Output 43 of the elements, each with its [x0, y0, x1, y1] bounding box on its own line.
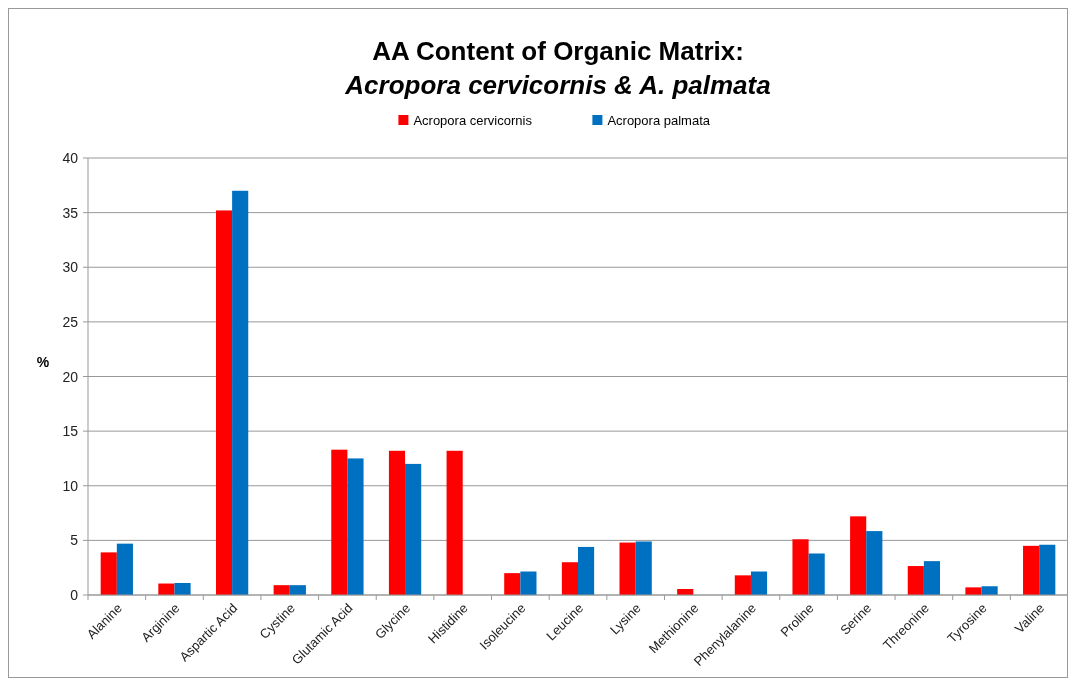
- bar: [331, 449, 348, 595]
- bar: [446, 450, 463, 595]
- bar: [792, 539, 809, 595]
- bar: [635, 541, 652, 595]
- y-tick-label: 40: [62, 150, 79, 166]
- bar: [1039, 544, 1056, 595]
- bar: [578, 546, 595, 595]
- bar: [808, 553, 825, 595]
- bar: [174, 582, 191, 595]
- bar: [1023, 545, 1040, 595]
- legend-label: Acropora palmata: [607, 113, 711, 128]
- bar: [981, 586, 998, 595]
- bar: [116, 543, 133, 595]
- y-tick-label: 5: [70, 532, 79, 549]
- bar: [289, 585, 306, 595]
- y-tick-label: 30: [62, 259, 79, 276]
- bar: [520, 571, 537, 595]
- bar: [734, 575, 751, 595]
- legend-label: Acropora cervicornis: [413, 113, 533, 128]
- bar: [347, 458, 364, 595]
- bar: [850, 516, 867, 595]
- y-axis-title: %: [36, 353, 50, 370]
- y-tick-label: 0: [70, 587, 79, 603]
- bar: [965, 587, 982, 595]
- y-tick-label: 15: [62, 423, 79, 440]
- y-tick-label: 10: [62, 477, 79, 494]
- chart-title: AA Content of Organic Matrix: Acropora cervicornis & A. palmata: [344, 36, 771, 100]
- bar: [504, 573, 521, 595]
- bar: [619, 542, 636, 595]
- bar: [923, 561, 941, 595]
- bar: [750, 571, 768, 595]
- bar: [388, 450, 406, 595]
- bar: [907, 566, 924, 595]
- bar: [866, 531, 883, 595]
- y-tick-label: 20: [62, 368, 79, 385]
- bar: [100, 552, 117, 595]
- bar: [215, 210, 233, 595]
- bar: [232, 190, 249, 595]
- bar: [561, 562, 578, 595]
- bar: [273, 585, 290, 595]
- bar: [405, 463, 422, 595]
- y-tick-label: 35: [62, 204, 79, 221]
- y-tick-label: 25: [62, 313, 79, 330]
